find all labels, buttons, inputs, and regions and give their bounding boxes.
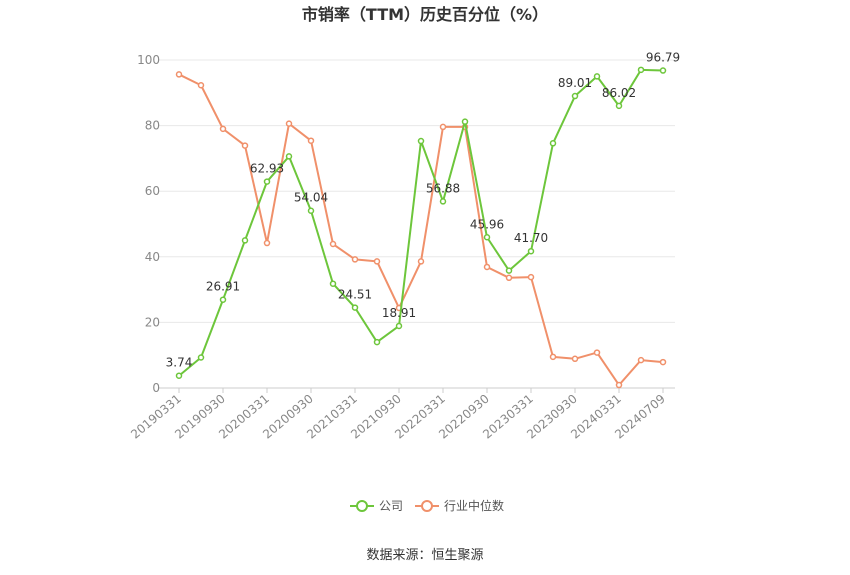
- data-label: 89.01: [558, 76, 592, 90]
- data-label: 56.88: [426, 181, 460, 195]
- data-label: 18.91: [382, 306, 416, 320]
- data-point: [637, 66, 645, 74]
- data-point: [593, 73, 601, 80]
- data-point: [241, 142, 249, 149]
- legend-marker: [421, 500, 433, 512]
- data-point: [615, 102, 623, 110]
- data-point: [263, 239, 271, 247]
- data-point: [527, 247, 535, 255]
- data-point: [439, 123, 447, 131]
- data-point: [615, 381, 623, 389]
- legend-label: 行业中位数: [444, 498, 504, 513]
- data-point: [461, 118, 469, 125]
- data-label: 45.96: [470, 217, 504, 231]
- data-point: [263, 178, 271, 185]
- data-point: [593, 349, 601, 356]
- data-point: [351, 256, 359, 263]
- data-label: 96.79: [646, 51, 680, 65]
- data-point: [329, 240, 337, 248]
- data-point: [175, 71, 183, 78]
- legend-item[interactable]: 公司: [350, 499, 403, 513]
- y-tick-label: 60: [145, 184, 160, 198]
- grid-lines: [158, 59, 675, 389]
- data-point: [439, 198, 447, 205]
- data-point: [219, 296, 227, 303]
- data-point: [197, 82, 205, 89]
- x-axis: 2019033120190930202003312020093020210331…: [128, 388, 668, 442]
- data-point: [659, 358, 667, 366]
- y-tick-label: 40: [145, 250, 160, 264]
- legend-item[interactable]: 行业中位数: [415, 498, 504, 513]
- data-label: 26.91: [206, 280, 240, 294]
- data-point: [659, 67, 667, 74]
- data-label: 62.93: [250, 162, 284, 176]
- data-point: [571, 355, 579, 363]
- data-point: [307, 137, 315, 144]
- data-point: [417, 258, 425, 265]
- data-point: [175, 372, 183, 379]
- data-point: [373, 338, 381, 346]
- y-axis: 0 20 40 60 80 100: [137, 53, 160, 395]
- data-point: [307, 207, 315, 214]
- data-point: [373, 258, 381, 265]
- data-point: [505, 267, 513, 274]
- legend[interactable]: 公司 行业中位数: [350, 498, 504, 513]
- data-label: 3.74: [166, 356, 193, 370]
- data-point: [241, 237, 249, 244]
- data-source: 数据来源：恒生聚源: [366, 548, 483, 563]
- data-point: [351, 304, 359, 311]
- data-point: [285, 153, 293, 160]
- data-label: 54.04: [294, 191, 328, 205]
- chart-title: 市销率（TTM）历史百分位（%）: [302, 5, 548, 24]
- legend-label: 公司: [379, 499, 403, 513]
- series-line: [178, 68, 664, 377]
- data-point: [571, 92, 579, 100]
- data-point: [285, 120, 293, 127]
- data-point: [505, 274, 513, 282]
- data-point: [395, 322, 403, 330]
- legend-marker: [356, 500, 368, 512]
- data-labels: 3.74 26.91 62.93 54.04 24.51 18.91 56.88 45.96 4…: [166, 51, 681, 370]
- data-point: [549, 140, 557, 147]
- y-tick-label: 20: [145, 315, 160, 329]
- data-point: [549, 353, 557, 361]
- series-layer: [175, 66, 667, 389]
- data-point: [637, 356, 645, 364]
- data-point: [527, 273, 535, 281]
- data-point: [417, 137, 425, 145]
- y-tick-label: 80: [145, 119, 160, 133]
- data-point: [329, 280, 337, 287]
- data-point: [483, 234, 491, 241]
- data-point: [197, 354, 205, 361]
- y-tick-label: 0: [152, 381, 160, 395]
- series-line: [178, 73, 664, 387]
- data-label: 24.51: [338, 288, 372, 302]
- data-label: 41.70: [514, 231, 548, 245]
- data-point: [219, 125, 227, 133]
- data-point: [483, 263, 491, 271]
- y-tick-label: 100: [137, 53, 160, 67]
- data-label: 86.02: [602, 86, 636, 100]
